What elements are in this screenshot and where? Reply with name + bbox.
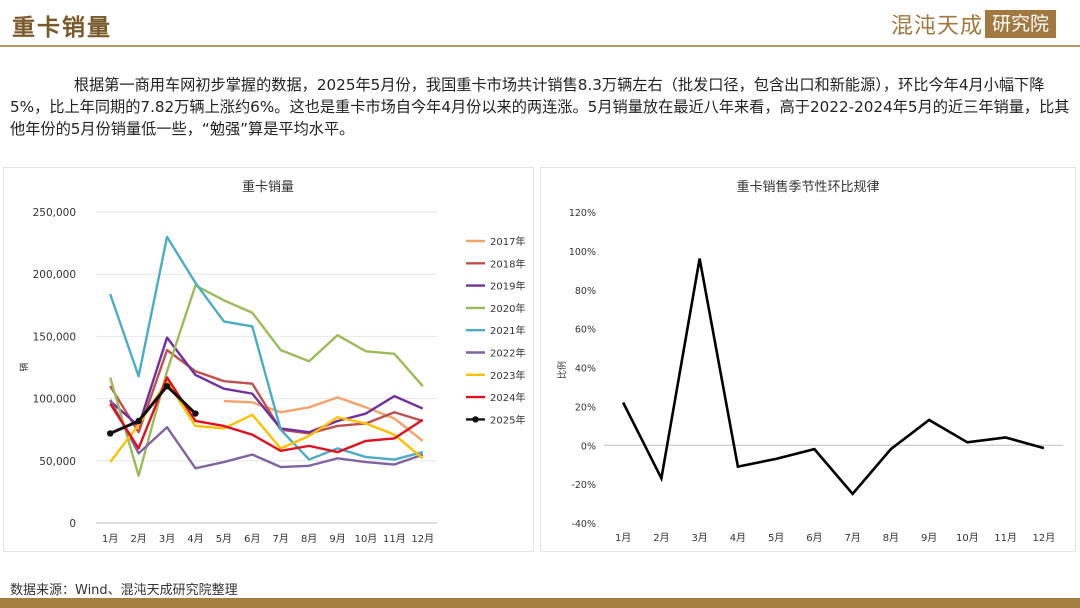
series-line-2021年 (109, 235, 424, 461)
x-tick-label: 9月 (921, 532, 937, 544)
x-tick-label: 1月 (102, 533, 118, 545)
page-title: 重卡销量 (12, 15, 112, 41)
y-tick-label: 20% (575, 402, 596, 413)
data-source-note: 数据来源：Wind、混沌天成研究院整理 (10, 583, 238, 598)
x-tick-label: 4月 (187, 533, 203, 545)
legend-label: 2024年 (490, 391, 525, 404)
data-point-2025 (163, 382, 171, 390)
x-tick-label: 8月 (883, 532, 899, 544)
x-tick-label: 7月 (273, 533, 289, 545)
brand-logo: 混沌天成 研究院 (890, 10, 1056, 39)
y-axis-label: 比例 (556, 361, 568, 379)
y-axis-label: 辆 (18, 362, 30, 371)
page-header: 重卡销量 混沌天成 研究院 (0, 0, 1080, 47)
brand-institute: 研究院 (984, 10, 1056, 38)
x-tick-label: 7月 (844, 532, 860, 544)
x-tick-label: 11月 (383, 533, 406, 545)
y-tick-label: 40% (575, 364, 596, 375)
x-tick-label: 10月 (956, 532, 979, 544)
data-point-2025 (107, 430, 114, 437)
chart-title: 重卡销售季节性环比规律 (736, 179, 879, 195)
y-tick-label: 0 (69, 518, 76, 530)
x-tick-label: 2月 (130, 533, 146, 545)
legend-label: 2018年 (490, 257, 525, 270)
y-tick-label: 50,000 (39, 456, 76, 468)
footer-bar (0, 598, 1080, 608)
x-tick-label: 6月 (244, 533, 260, 545)
series-line-2023年 (109, 379, 424, 463)
y-tick-label: 0% (581, 441, 596, 452)
data-point-2025 (135, 417, 142, 425)
y-tick-label: 100,000 (33, 394, 76, 406)
x-tick-label: 8月 (301, 533, 317, 545)
series-line-ratio (621, 258, 1045, 496)
header-divider (0, 45, 1080, 47)
series-line-2018年 (109, 348, 424, 435)
x-tick-label: 10月 (355, 533, 378, 545)
x-tick-label: 3月 (691, 532, 707, 544)
y-tick-label: 150,000 (33, 331, 76, 343)
series-line-2024年 (109, 376, 424, 454)
x-tick-label: 5月 (216, 533, 232, 545)
series-line-2022年 (109, 399, 424, 470)
y-tick-label: 250,000 (33, 207, 76, 219)
y-tick-label: 100% (569, 247, 596, 258)
legend-label: 2023年 (490, 369, 525, 382)
seasonal-chart-panel: 重卡销售季节性环比规律比例 -40% -20% 0% 20% 40% 60% 80% 100% 1… (540, 167, 1076, 552)
y-tick-label: -20% (571, 480, 596, 491)
x-tick-label: 9月 (329, 533, 345, 545)
legend-label: 2020年 (490, 302, 525, 315)
x-tick-label: 11月 (994, 532, 1017, 544)
x-tick-label: 12月 (1033, 532, 1056, 544)
x-tick-label: 6月 (806, 532, 822, 544)
x-tick-label: 12月 (411, 533, 434, 545)
y-tick-label: 60% (575, 325, 596, 336)
legend-label: 2017年 (490, 235, 525, 248)
legend-label: 2022年 (490, 347, 525, 360)
x-tick-label: 3月 (159, 533, 175, 545)
x-tick-label: 5月 (768, 532, 784, 544)
x-tick-label: 1月 (615, 532, 631, 544)
sales-chart-panel: 重卡销量辆 0 50,000 100,000 150,000 200,000 250,000… (3, 167, 534, 552)
series-line-2017年 (223, 396, 424, 442)
chart-title: 重卡销量 (242, 179, 294, 195)
legend-label: 2025年 (490, 413, 525, 426)
brand-name: 混沌天成 (890, 14, 983, 39)
y-tick-label: -40% (571, 519, 596, 530)
summary-paragraph: 根据第一商用车网初步掌握的数据，2025年5月份，我国重卡市场共计销售8.3万辆… (10, 76, 1070, 138)
legend-label: 2019年 (490, 280, 525, 293)
legend-label: 2021年 (490, 324, 525, 337)
y-tick-label: 120% (569, 208, 596, 219)
x-tick-label: 4月 (730, 532, 746, 544)
data-point-2025 (192, 410, 199, 417)
y-tick-label: 80% (575, 286, 596, 297)
series-line-2019年 (109, 336, 424, 434)
x-tick-label: 2月 (653, 532, 669, 544)
legend-marker (472, 416, 479, 423)
series-line-2025年 (109, 384, 197, 435)
y-tick-label: 200,000 (33, 269, 76, 281)
